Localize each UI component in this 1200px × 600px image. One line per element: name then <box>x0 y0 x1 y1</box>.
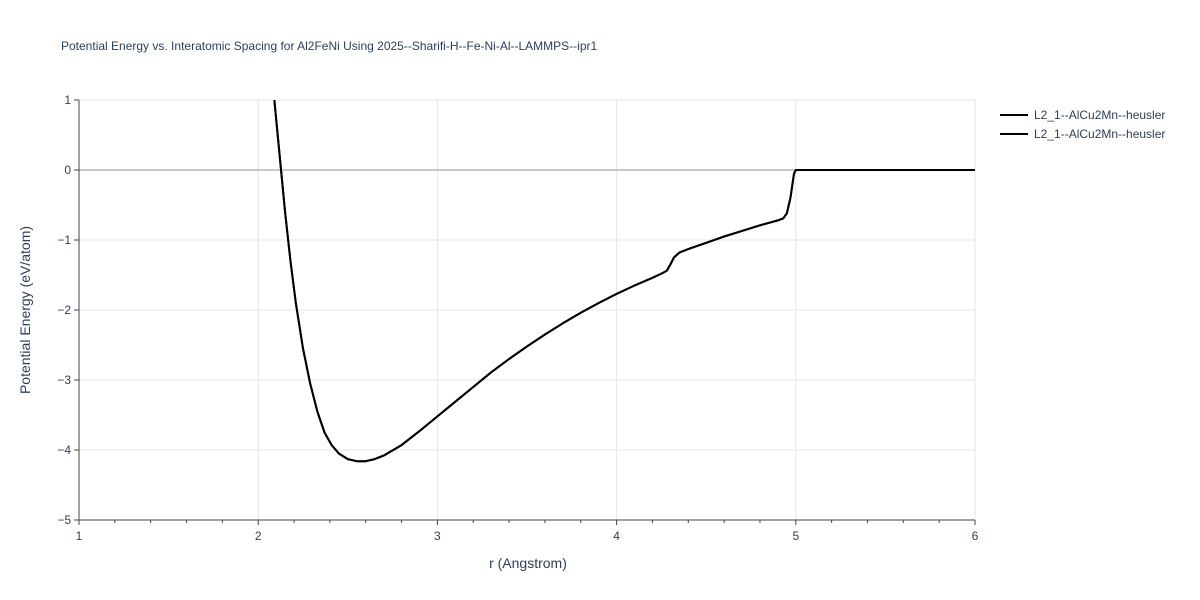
x-tick-label: 5 <box>792 529 799 543</box>
y-tick-label: −1 <box>57 233 71 247</box>
legend-label: L2_1--AlCu2Mn--heusler <box>1034 108 1165 122</box>
x-tick-label: 6 <box>972 529 979 543</box>
y-tick-label: 0 <box>64 163 71 177</box>
y-tick-label: −2 <box>57 303 71 317</box>
legend-label: L2_1--AlCu2Mn--heusler <box>1034 127 1165 141</box>
y-tick-label: −5 <box>57 513 71 527</box>
y-axis-title: Potential Energy (eV/atom) <box>17 226 33 394</box>
y-tick-labels: 1 0 −1 −2 −3 −4 −5 <box>57 93 71 527</box>
y-tick-label: −3 <box>57 373 71 387</box>
y-tick-label: −4 <box>57 443 71 457</box>
x-tick-labels: 1 2 3 4 5 6 <box>76 529 979 543</box>
x-tick-label: 4 <box>613 529 620 543</box>
x-tick-label: 2 <box>255 529 262 543</box>
series-group <box>273 100 975 463</box>
x-axis-title: r (Angstrom) <box>489 555 567 571</box>
y-tick-label: 1 <box>64 93 71 107</box>
x-tick-label: 1 <box>76 529 83 543</box>
legend-item-2[interactable]: L2_1--AlCu2Mn--heusler <box>1000 127 1165 141</box>
chart-title: Potential Energy vs. Interatomic Spacing… <box>61 39 598 53</box>
legend-item-1[interactable]: L2_1--AlCu2Mn--heusler <box>1000 108 1165 122</box>
series-line-2 <box>273 100 975 463</box>
legend[interactable]: L2_1--AlCu2Mn--heusler L2_1--AlCu2Mn--heu… <box>1000 108 1165 141</box>
axes <box>74 99 976 525</box>
x-tick-label: 3 <box>434 529 441 543</box>
